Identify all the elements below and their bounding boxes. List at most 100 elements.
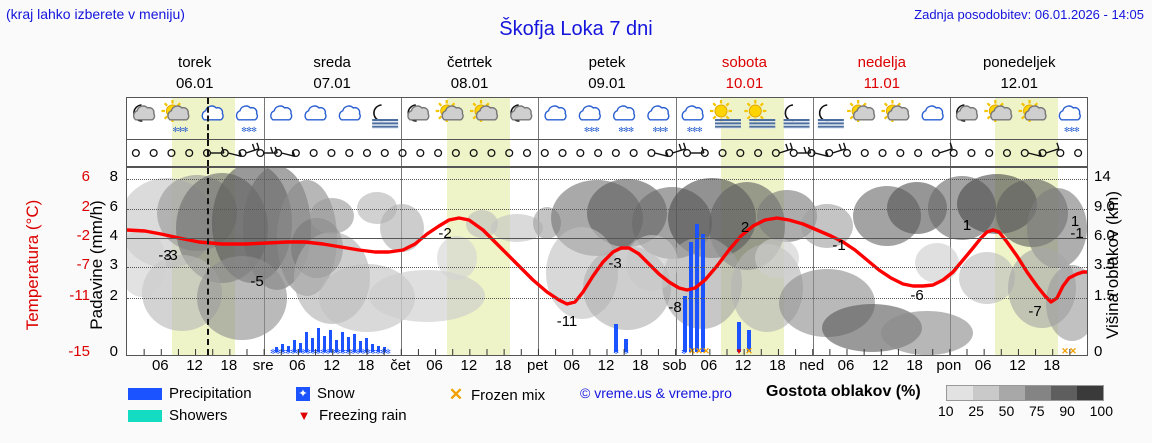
wind-barb	[754, 148, 763, 158]
snow-marker: ✻	[320, 348, 326, 355]
cloud-density-scale-value: 25	[968, 403, 984, 419]
x-tick-label: 18	[906, 357, 923, 374]
x-tick-label: 06	[837, 357, 855, 374]
wind-barb	[647, 148, 669, 158]
cloud-density-field	[127, 168, 1087, 355]
day-separator	[401, 168, 403, 355]
wind-barb	[256, 146, 278, 158]
wind-barb	[274, 148, 296, 158]
cloud-density-scale-labels: 10 25 50 75 90 100	[938, 403, 1113, 419]
x-tick-label: 06	[151, 357, 169, 374]
svg-text:✻: ✻	[618, 126, 624, 134]
wind-barb	[380, 148, 389, 158]
snow-marker: ✻	[305, 348, 311, 355]
svg-text:✻: ✻	[1074, 126, 1080, 134]
wind-barb	[238, 142, 260, 158]
snow-marker: ✻	[360, 348, 366, 355]
day-separator	[675, 98, 677, 139]
copyright-label[interactable]: © vreme.us & vreme.pro	[580, 385, 732, 401]
precipitation-type-markers: ✻✻✻✻✻✻✻✻✻✻✻✻✻✻✻✻✻✻✻✻✻✻✻✻✻✻✻✕✕✕▼✕✕✕	[270, 346, 1077, 355]
cloud-density-step	[947, 386, 973, 400]
frozen-mix-marker: ✕	[1061, 346, 1069, 355]
wind-barb	[931, 142, 953, 158]
temperature-tick: -7	[76, 256, 90, 274]
svg-text:✻: ✻	[182, 126, 188, 134]
wind-barb	[629, 148, 638, 158]
day-name: nedelja	[857, 54, 907, 71]
temperature-label: -3	[164, 247, 177, 264]
sun-cloud-icon	[470, 100, 499, 122]
sun-cloud-snow-icon: ✻ ✻ ✻	[161, 100, 190, 134]
snow-marker: ✻	[355, 348, 361, 355]
day-separator	[812, 140, 814, 166]
day-date: 06.01	[175, 75, 214, 92]
moon-fog-icon	[783, 104, 810, 129]
wind-barb	[522, 148, 532, 158]
cloud-snow-icon: ✻ ✻ ✻	[578, 105, 601, 134]
day-name: sreda	[313, 54, 351, 71]
precipitation-tick: 6	[109, 197, 118, 215]
wind-barb	[611, 148, 620, 158]
freezing-rain-marker: ▼	[735, 347, 743, 355]
day-separator	[401, 140, 403, 166]
snow-marker: ✻	[681, 348, 687, 355]
cloud-icon	[921, 105, 944, 121]
precipitation-tick: 0	[109, 343, 118, 361]
x-tick-label: 06	[974, 357, 992, 374]
x-tick-label: 18	[769, 357, 786, 374]
day-header-3: petek 09.01	[538, 52, 675, 96]
x-tick-label: 06	[563, 357, 581, 374]
wind-barb	[576, 148, 585, 158]
svg-text:✻: ✻	[251, 126, 257, 134]
x-tick-label: 06	[700, 357, 718, 374]
moon-fog-icon	[372, 104, 399, 129]
wind-barb	[469, 148, 478, 158]
x-tick-label: sre	[252, 357, 274, 374]
day-header-row: torek 06.01 sreda 07.01 četrtek 08.01 pe…	[126, 52, 1088, 96]
x-tick-label: 12	[597, 357, 615, 374]
day-name: ponedeljek	[982, 54, 1056, 71]
x-tick-label: 12	[460, 357, 478, 374]
cloud-icon	[304, 105, 327, 121]
moon-cloud-icon	[510, 104, 533, 122]
current-time-line	[207, 140, 210, 166]
cloud-icon	[201, 105, 224, 121]
cloud-height-tick: 9.0	[1094, 197, 1115, 215]
svg-text:✻: ✻	[172, 126, 178, 134]
page-title: Škofja Loka 7 dni	[499, 18, 653, 40]
wind-barb	[327, 148, 336, 158]
wind-barb	[985, 148, 994, 158]
day-separator	[538, 98, 540, 139]
legend-showers: Showers	[128, 407, 227, 424]
temperature-label: -2	[438, 225, 451, 242]
cloud-icon	[338, 105, 361, 121]
sun-cloud-icon	[1018, 100, 1047, 122]
cloud-density-step	[973, 386, 999, 400]
temperature-label: -6	[910, 287, 923, 304]
x-tick-label: sob	[662, 357, 687, 374]
x-tick-label: 12	[186, 357, 203, 374]
wind-barb	[789, 146, 812, 158]
snow-marker: ✻	[345, 348, 351, 355]
x-tick-label: 12	[1009, 357, 1026, 374]
cloud-height-tick: 1.5	[1094, 287, 1115, 305]
location-menu-note[interactable]: (kraj lahko izberete v meniju)	[6, 6, 185, 22]
cloud-snow-icon: ✻ ✻ ✻	[681, 105, 704, 134]
wind-barb	[220, 148, 242, 158]
x-tick-label: 18	[631, 357, 649, 374]
wind-barb	[807, 148, 829, 158]
snow-marker: ✻	[335, 348, 341, 355]
chart-gridline	[127, 237, 1087, 239]
frozen-mix-marker: ✕	[695, 346, 703, 355]
snow-marker: ✻	[370, 348, 376, 355]
precipitation-tick: 3	[109, 256, 118, 274]
current-time-line	[207, 168, 210, 355]
cloud-density-step	[1025, 386, 1051, 400]
day-date: 12.01	[1000, 75, 1039, 92]
temperature-label: -7	[1028, 303, 1041, 320]
wind-barb	[1038, 142, 1060, 158]
wind-barb	[505, 148, 514, 158]
x-tick-label: 06	[426, 357, 443, 374]
svg-text:✻: ✻	[589, 126, 595, 134]
day-header-1: sreda 07.01	[263, 52, 400, 96]
